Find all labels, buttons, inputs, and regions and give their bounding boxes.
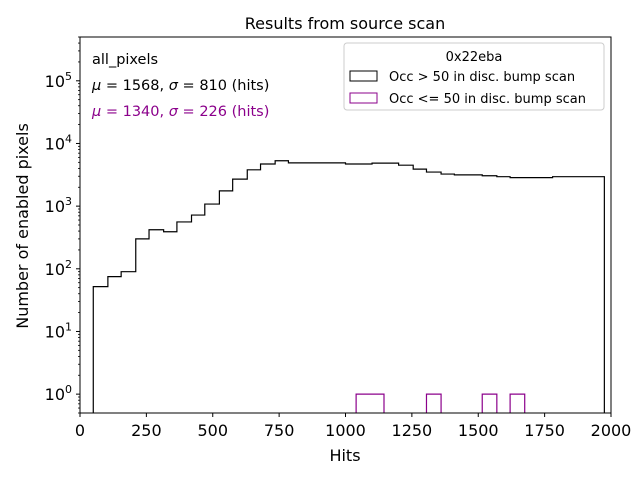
x-tick-label: 2000 [591,421,632,440]
plot-frame [79,36,612,414]
x-tick-label: 0 [75,421,85,440]
y-tick-label: 102 [45,258,72,279]
stats-all-sigma: 810 [199,78,227,94]
legend: 0x22eba Occ > 50 in disc. bump scan Occ … [343,42,605,111]
annotation-header: all_pixels [92,52,158,68]
annotation-stats-all: μ = 1568, σ = 810 (hits) [91,78,269,94]
stats-low-unit: (hits) [232,104,270,120]
series-1-outline-1 [425,393,442,413]
x-axis-label: Hits [329,446,360,465]
stats-annotation: all_pixels μ = 1568, σ = 810 (hits) μ = … [91,52,269,120]
stats-all-mu: 1568 [123,78,160,94]
x-tick-label: 1750 [524,421,565,440]
stats-low-sigma: 226 [199,104,227,120]
y-tick-label: 101 [45,320,72,341]
legend-entry-low: Occ <= 50 in disc. bump scan [389,92,586,107]
x-tick-label: 1500 [458,421,499,440]
y-tick-label: 103 [45,195,72,216]
legend-swatch-high [349,70,378,82]
stats-low-mu: 1340 [123,104,160,120]
stats-all-unit: (hits) [232,78,270,94]
x-tick-label: 250 [131,421,162,440]
chart-title: Results from source scan [245,14,445,33]
y-tick-label: 104 [45,132,72,153]
legend-box [343,42,605,111]
y-tick-label: 105 [45,70,72,91]
y-axis-ticks: 100 101 102 103 104 105 [45,36,80,414]
y-tick-label: 100 [45,383,72,404]
x-tick-label: 1000 [325,421,366,440]
y-axis-label: Number of enabled pixels [13,123,32,329]
legend-entry-high: Occ > 50 in disc. bump scan [389,70,575,85]
legend-title: 0x22eba [446,50,503,65]
x-axis-ticks: 0 250 500 750 1000 1250 1500 1750 2000 [75,413,631,440]
series-1-outline-0 [355,393,385,413]
x-tick-label: 1250 [392,421,433,440]
annotation-stats-low: μ = 1340, σ = 226 (hits) [91,104,269,120]
x-tick-label: 500 [197,421,228,440]
histogram-series-layer [92,160,605,413]
series-1-outline-2 [481,393,498,413]
x-tick-label: 750 [264,421,295,440]
series-1-outline-3 [509,393,526,413]
legend-swatch-low [349,92,378,104]
series-0-outline-0 [92,160,605,413]
